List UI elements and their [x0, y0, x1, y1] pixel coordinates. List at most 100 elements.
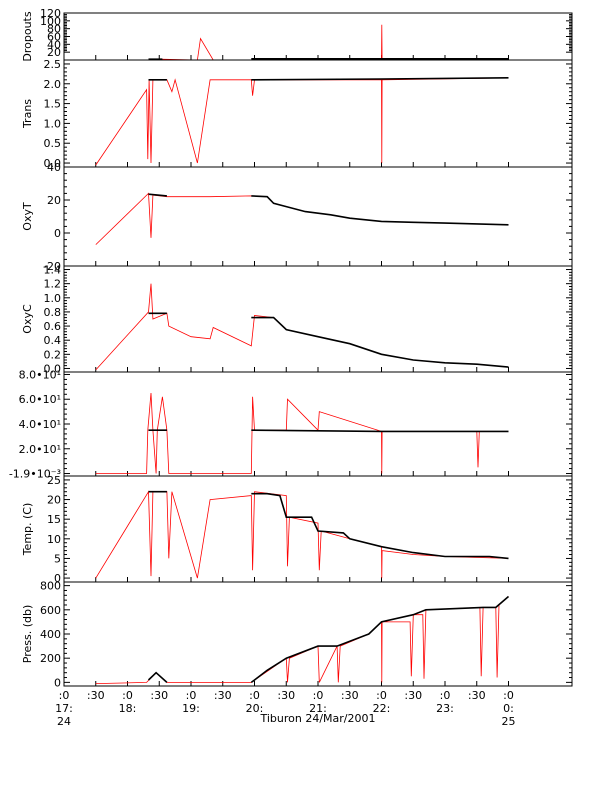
- y-tick-label: 20: [47, 46, 61, 59]
- y-tick-label: 8.0•10¹: [19, 368, 61, 381]
- y-tick-label: 0.8: [44, 306, 62, 319]
- x-tick-label: :0: [313, 689, 324, 702]
- panel-frame: [63, 371, 573, 477]
- y-tick-label: 0.5: [44, 137, 62, 150]
- x-tick-hour-label: 22:: [373, 702, 391, 715]
- x-tick-label: :30: [277, 689, 295, 702]
- y-tick-label: 20: [47, 494, 61, 507]
- panel-6: 0 5 10 15 20 25 Temp. (C): [21, 474, 573, 585]
- x-tick-label: :30: [404, 689, 422, 702]
- y-axis-label: Press. (db): [21, 605, 34, 664]
- x-tick-hour-label: 21:: [309, 702, 327, 715]
- y-tick-label: 25: [47, 474, 61, 487]
- y-tick-label: 5: [54, 552, 61, 565]
- y-tick-label: 40: [47, 38, 61, 51]
- y-tick-label: 0.6: [44, 320, 62, 333]
- y-tick-label: 0.0: [44, 157, 62, 170]
- y-tick-label: 100: [40, 15, 61, 28]
- y-tick-label: 4.0•10¹: [19, 418, 61, 431]
- y-tick-label: 0.4: [44, 334, 62, 347]
- y-tick-label: 1.5: [44, 98, 62, 111]
- y-tick-label: 10: [47, 533, 61, 546]
- y-tick-label: 0: [54, 572, 61, 585]
- series-raw-line: [95, 77, 509, 166]
- panel-frame: [63, 12, 573, 61]
- x-tick-hour-label: 23:: [436, 702, 454, 715]
- series-good-line-segment: [251, 492, 509, 560]
- series-raw-line: [95, 490, 509, 579]
- y-tick-label: 400: [40, 628, 61, 641]
- x-tick-label: :30: [468, 689, 486, 702]
- x-tick-hour-label: 18:: [119, 702, 137, 715]
- x-tick-label: :30: [341, 689, 359, 702]
- series-good-line: [147, 671, 168, 683]
- x-tick-label: :0: [59, 689, 70, 702]
- y-tick-label: 0: [54, 676, 61, 689]
- y-tick-label: 1.0: [44, 292, 62, 305]
- y-axis-label: OxyT: [21, 202, 34, 231]
- series-good-line-segment: [251, 77, 509, 81]
- x-date-label: 25: [502, 715, 516, 728]
- y-axis-label: Temp. (C): [21, 503, 34, 557]
- y-tick-label: 1.0: [44, 117, 62, 130]
- y-axis-label: OxyC: [21, 304, 34, 334]
- y-tick-label: -20: [43, 260, 61, 273]
- y-tick-label: -1.9•10⁻³: [9, 468, 61, 481]
- series-good-line-segment: [251, 195, 509, 226]
- y-tick-label: 80: [47, 23, 61, 36]
- x-tick-label: :30: [214, 689, 232, 702]
- panel-3: -20 0 20 40 OxyT: [21, 161, 573, 273]
- y-tick-label: 0: [54, 227, 61, 240]
- series-raw-line: [95, 283, 509, 371]
- y-tick-label: 0.0: [44, 362, 62, 375]
- x-tick-hour-label: 17:: [55, 702, 73, 715]
- x-tick-hour-label: 19:: [182, 702, 200, 715]
- series-good-line: [148, 193, 167, 197]
- y-tick-label: 800: [40, 580, 61, 593]
- y-tick-label: 120: [40, 7, 61, 20]
- series-raw-line: [95, 24, 509, 61]
- y-tick-label: 0.2: [44, 348, 62, 361]
- y-axis-label: Dropouts: [21, 11, 34, 61]
- x-tick-hour-label: 0:: [503, 702, 514, 715]
- series-raw-line: [95, 392, 509, 474]
- panel-5: -1.9•10⁻³ 2.0•10¹ 4.0•10¹ 6.0•10¹ 8.0•10¹: [9, 368, 573, 481]
- y-tick-label: 2.5: [44, 58, 62, 71]
- y-tick-label: 20: [47, 194, 61, 207]
- x-tick-label: :0: [503, 689, 514, 702]
- x-tick-label: :30: [87, 689, 105, 702]
- panel-4: 0.00.20.40.60.81.01.21.4 OxyC: [21, 264, 573, 375]
- x-tick-label: :0: [186, 689, 197, 702]
- y-tick-label: 1.2: [44, 278, 62, 291]
- series-good-line-segment: [251, 429, 509, 433]
- x-date-label: 24: [57, 715, 71, 728]
- time-axis: :017::30:018::30:019::30:020::30:021::30…: [55, 689, 515, 728]
- panel-frame: [63, 166, 573, 267]
- y-tick-label: 2.0: [44, 78, 62, 91]
- x-tick-label: :30: [150, 689, 168, 702]
- panel-frame: [63, 265, 573, 373]
- y-tick-label: 15: [47, 513, 61, 526]
- x-tick-hour-label: 20:: [246, 702, 264, 715]
- y-tick-label: 600: [40, 604, 61, 617]
- y-tick-label: 200: [40, 652, 61, 665]
- y-tick-label: 40: [47, 161, 61, 174]
- panel-2: 0.0 0.5 1.0 1.5 2.0 2.5 Trans: [21, 58, 573, 170]
- series-raw-line: [95, 192, 509, 245]
- y-tick-label: 2.0•10¹: [19, 443, 61, 456]
- x-tick-label: :0: [249, 689, 260, 702]
- y-tick-label: 60: [47, 31, 61, 44]
- y-tick-label: 1.4: [44, 264, 62, 277]
- x-tick-label: :0: [440, 689, 451, 702]
- series-good-line-segment: [251, 316, 509, 368]
- x-tick-label: :0: [122, 689, 133, 702]
- y-axis-label: Trans: [21, 99, 34, 129]
- figure-caption: Tiburon 24/Mar/2001: [259, 712, 375, 725]
- chart-panels: 20406080100120Dropouts0.00.51.01.52.02.5…: [9, 7, 573, 689]
- series-good-line-segment: [250, 595, 510, 684]
- panel-frame: [63, 59, 573, 168]
- y-tick-label: 6.0•10¹: [19, 393, 61, 406]
- panel-7: 0 200 400 600 800 Press. (db): [21, 580, 573, 689]
